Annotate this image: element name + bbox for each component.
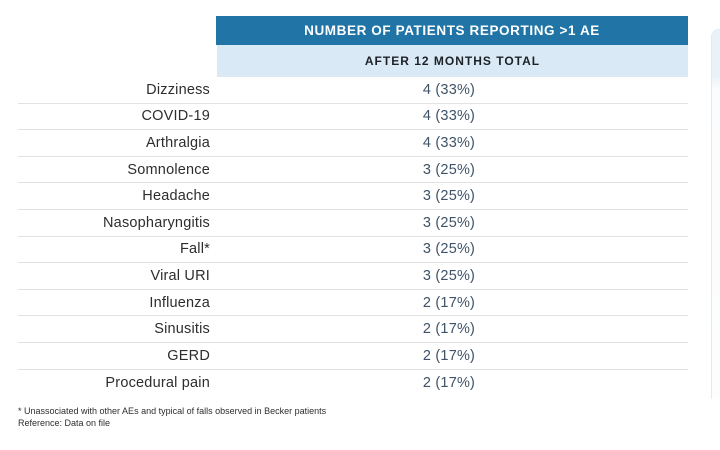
table-row: Headache 3 (25%) [18,183,688,210]
ae-label: Somnolence [127,161,210,178]
ae-value: 3 (25%) [422,161,476,178]
ae-value: 3 (25%) [422,188,476,205]
table-row: Dizziness 4 (33%) [18,77,688,104]
table-title-band: NUMBER OF PATIENTS REPORTING >1 AE [216,16,688,45]
ae-label: Nasopharyngitis [103,214,210,231]
adjacent-table-edge [711,29,720,399]
ae-value: 3 (25%) [422,267,476,284]
ae-value: 4 (33%) [422,134,476,151]
table-row: GERD 2 (17%) [18,343,688,370]
ae-value: 2 (17%) [422,294,476,311]
ae-value: 2 (17%) [422,347,476,364]
ae-label: Viral URI [150,267,210,284]
ae-value: 2 (17%) [422,374,476,391]
ae-label: Arthralgia [145,134,210,151]
footnotes: * Unassociated with other AEs and typica… [18,406,326,429]
ae-label: Headache [142,188,210,205]
ae-value: 2 (17%) [422,321,476,338]
table-row: Nasopharyngitis 3 (25%) [18,210,688,237]
table-row: Procedural pain 2 (17%) [18,370,688,397]
ae-label: Dizziness [146,81,210,98]
column-header: AFTER 12 MONTHS TOTAL [364,54,541,68]
ae-label: Influenza [149,294,210,311]
footnote-reference: Reference: Data on file [18,417,111,428]
ae-value: 4 (33%) [422,81,476,98]
table-row: Viral URI 3 (25%) [18,263,688,290]
ae-label: Procedural pain [105,374,210,391]
ae-value: 3 (25%) [422,241,476,258]
table-row: Arthralgia 4 (33%) [18,130,688,157]
table-row: Fall* 3 (25%) [18,237,688,264]
ae-value: 3 (25%) [422,214,476,231]
table-row: Sinusitis 2 (17%) [18,316,688,343]
ae-label: GERD [167,347,210,364]
table-row: Somnolence 3 (25%) [18,157,688,184]
ae-label: Fall* [179,241,210,258]
ae-table: Dizziness 4 (33%) COVID-19 4 (33%) Arthr… [18,77,688,396]
table-row: COVID-19 4 (33%) [18,104,688,131]
ae-label: COVID-19 [141,108,210,125]
table-title: NUMBER OF PATIENTS REPORTING >1 AE [304,23,600,38]
column-header-band: AFTER 12 MONTHS TOTAL [217,45,688,77]
footnote-asterisk: * Unassociated with other AEs and typica… [18,406,327,416]
ae-label: Sinusitis [154,321,210,338]
ae-value: 4 (33%) [422,108,476,125]
table-row: Influenza 2 (17%) [18,290,688,317]
